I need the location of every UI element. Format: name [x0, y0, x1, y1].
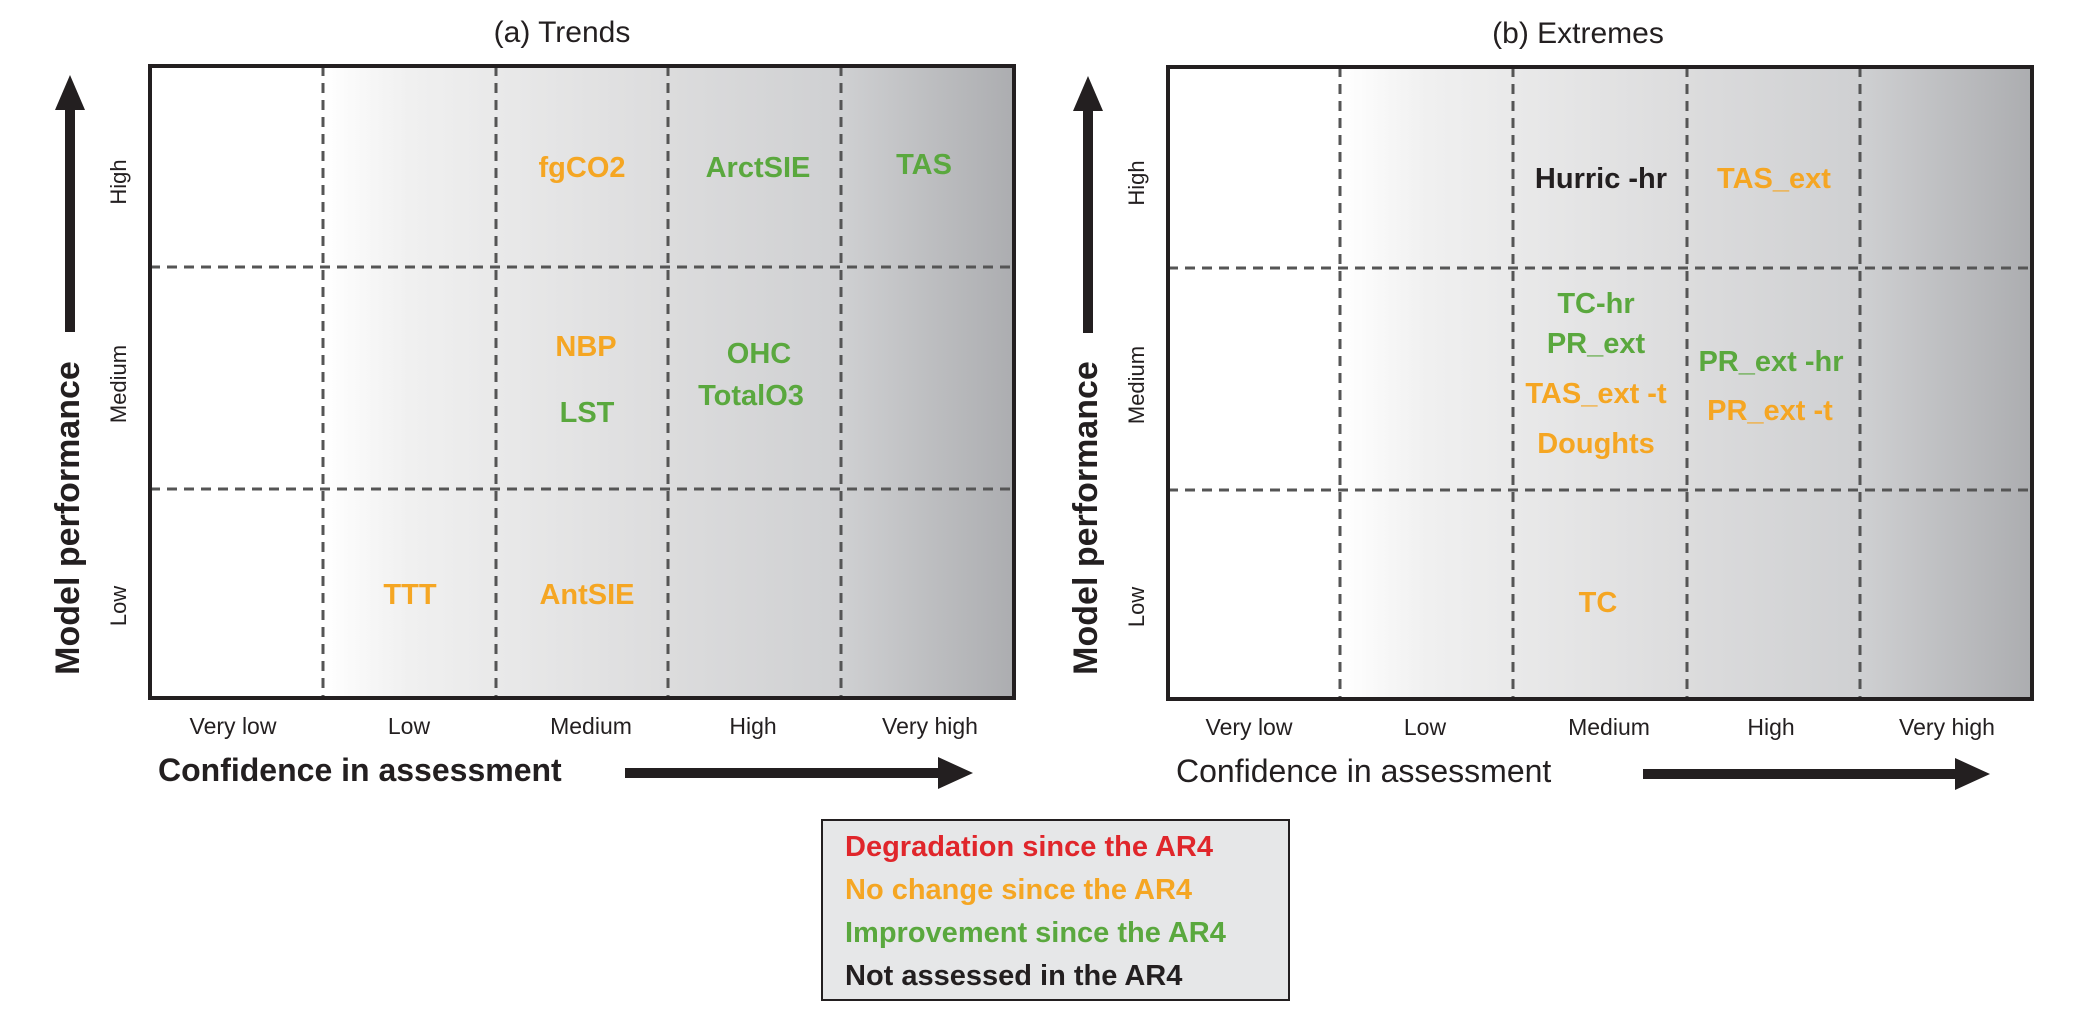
entry-label: LST: [560, 397, 615, 429]
y-axis-arrow: [1073, 76, 1103, 333]
x-axis-arrow: [625, 757, 973, 789]
x-tick-label: Very high: [882, 713, 978, 739]
entry-label: TotalO3: [698, 380, 804, 412]
legend-item-no-change: No change since the AR4: [845, 874, 1192, 906]
legend-item-improvement: Improvement since the AR4: [845, 917, 1226, 949]
legend-item-not-assessed: Not assessed in the AR4: [845, 960, 1182, 992]
entry-label: TAS_ext: [1717, 163, 1831, 195]
grid-lines: [150, 66, 1014, 698]
x-axis-title: Confidence in assessment: [1176, 753, 1551, 789]
entry-label: OHC: [727, 338, 792, 370]
y-axis-title: Model performance: [49, 361, 87, 675]
x-tick-label: Medium: [550, 713, 632, 739]
panel-title: (a) Trends: [494, 16, 631, 49]
x-tick-label: Very low: [1206, 714, 1293, 740]
panel-title: (b) Extremes: [1492, 17, 1664, 50]
panel-extremes: (b) Extremes Hurric -hr TAS_ext TC-hr PR…: [1067, 17, 2034, 790]
entry-label: TTT: [383, 579, 436, 611]
panel-trends: (a) Trends fgCO2 ArctSIE TAS NBP LST OHC…: [49, 16, 1016, 789]
plot-frame: [1166, 65, 2034, 701]
entry-label: fgCO2: [539, 152, 626, 184]
x-tick-label: Low: [1404, 714, 1447, 740]
entry-label: ArctSIE: [706, 152, 811, 184]
plot-background: [150, 66, 1014, 698]
x-axis-title: Confidence in assessment: [158, 752, 562, 788]
x-tick-label: Very high: [1899, 714, 1995, 740]
y-tick-label: Low: [1124, 587, 1149, 627]
y-axis-title: Model performance: [1067, 361, 1105, 675]
entry-label: Doughts: [1537, 428, 1655, 460]
x-tick-label: High: [729, 713, 776, 739]
x-axis-arrow: [1643, 758, 1990, 790]
x-tick-label: Low: [388, 713, 431, 739]
entry-label: PR_ext -t: [1707, 395, 1833, 427]
entry-label: TC-hr: [1557, 288, 1634, 320]
y-tick-label: Medium: [106, 345, 131, 423]
entry-label: Hurric -hr: [1535, 163, 1667, 195]
entry-label: AntSIE: [539, 579, 634, 611]
legend-box: [821, 819, 1290, 1001]
legend-item-degradation: Degradation since the AR4: [845, 831, 1213, 863]
y-tick-label: High: [106, 159, 131, 204]
grid-lines: [1168, 67, 2032, 699]
plot-frame: [148, 64, 1016, 700]
plot-background: [1168, 67, 2032, 699]
y-axis-arrow: [55, 75, 85, 332]
y-tick-label: Medium: [1124, 346, 1149, 424]
entry-label: PR_ext -hr: [1698, 346, 1843, 378]
x-tick-label: Medium: [1568, 714, 1650, 740]
entry-label: TAS: [896, 149, 952, 181]
y-tick-label: High: [1124, 160, 1149, 205]
entry-label: TC: [1579, 587, 1618, 619]
entry-label: TAS_ext -t: [1525, 378, 1667, 410]
x-tick-label: Very low: [190, 713, 277, 739]
entry-label: PR_ext: [1547, 328, 1646, 360]
legend: Degradation since the AR4 No change sinc…: [821, 819, 1290, 1001]
entry-label: NBP: [555, 331, 616, 363]
y-tick-label: Low: [106, 586, 131, 626]
x-tick-label: High: [1747, 714, 1794, 740]
